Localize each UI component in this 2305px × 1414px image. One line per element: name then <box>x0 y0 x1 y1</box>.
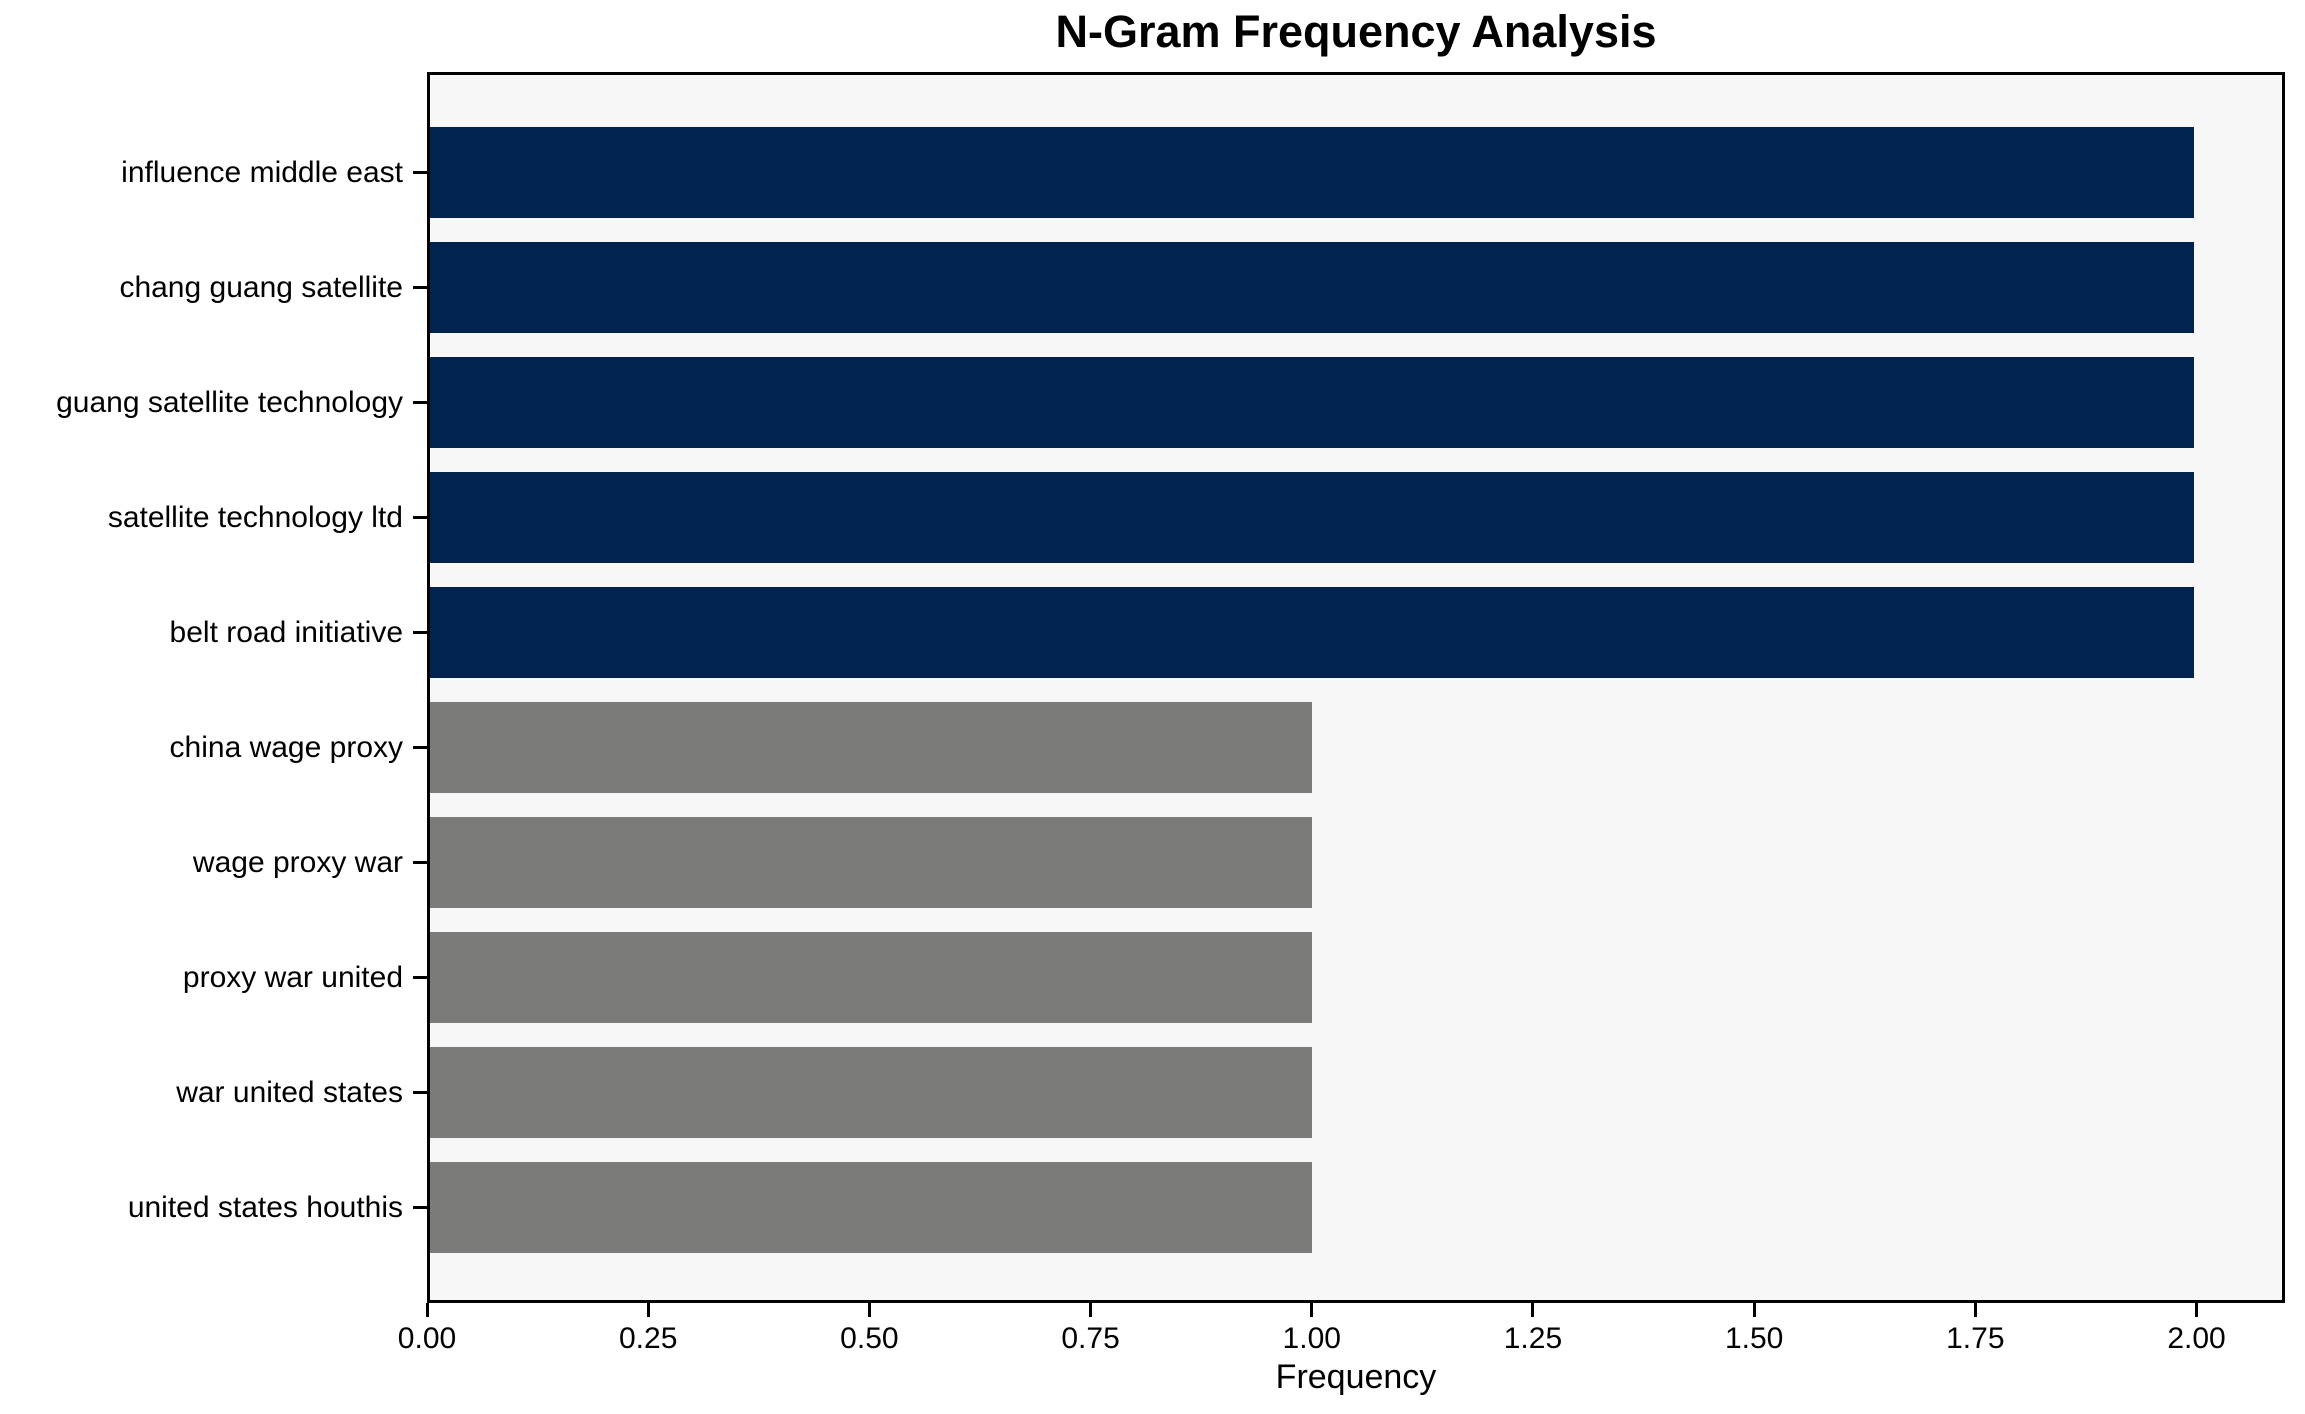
x-tick-mark <box>425 1303 429 1317</box>
y-tick-label: war united states <box>176 1075 403 1109</box>
x-tick-mark <box>1310 1303 1314 1317</box>
y-tick-label: wage proxy war <box>192 845 403 879</box>
bar <box>430 242 2194 333</box>
bar <box>430 357 2194 448</box>
y-tick-mark <box>413 401 427 404</box>
bar <box>430 1162 1312 1253</box>
x-tick-label: 0.75 <box>1061 1322 1120 1355</box>
x-tick-label: 1.75 <box>1946 1322 2005 1355</box>
x-tick-label: 1.00 <box>1282 1322 1341 1355</box>
x-tick-label: 0.50 <box>840 1322 899 1355</box>
x-tick-mark <box>1973 1303 1977 1317</box>
x-tick-label: 2.00 <box>2167 1322 2226 1355</box>
y-tick-label: proxy war united <box>182 960 403 994</box>
bar <box>430 127 2194 218</box>
bar <box>430 932 1312 1023</box>
y-tick-mark <box>413 516 427 519</box>
plot-area <box>427 72 2285 1303</box>
y-tick-label: satellite technology ltd <box>107 500 403 534</box>
y-tick-mark <box>413 1091 427 1094</box>
bar <box>430 1047 1312 1138</box>
y-tick-label: united states houthis <box>127 1190 403 1224</box>
x-tick-mark <box>1089 1303 1093 1317</box>
y-tick-mark <box>413 631 427 634</box>
x-tick-mark <box>646 1303 650 1317</box>
chart-title: N-Gram Frequency Analysis <box>1055 6 1657 57</box>
x-tick-label: 1.50 <box>1724 1322 1784 1355</box>
y-tick-mark <box>413 1206 427 1209</box>
bar <box>430 587 2194 678</box>
bar <box>430 702 1312 793</box>
y-tick-mark <box>413 286 427 289</box>
x-tick-mark <box>2195 1303 2199 1317</box>
y-tick-label: influence middle east <box>121 155 403 189</box>
y-tick-label: belt road initiative <box>169 615 403 649</box>
x-tick-mark <box>867 1303 871 1317</box>
y-tick-label: china wage proxy <box>169 730 403 764</box>
x-tick-label: 0.00 <box>397 1322 457 1355</box>
y-tick-mark <box>413 976 427 979</box>
y-tick-mark <box>413 746 427 749</box>
x-tick-label: 1.25 <box>1503 1322 1563 1355</box>
y-tick-label: chang guang satellite <box>119 270 403 304</box>
bar <box>430 472 2194 563</box>
y-tick-mark <box>413 861 427 864</box>
bar <box>430 817 1312 908</box>
x-tick-mark <box>1752 1303 1756 1317</box>
x-tick-label: 0.25 <box>618 1322 678 1355</box>
x-axis-title: Frequency <box>1275 1358 1437 1396</box>
y-tick-label: guang satellite technology <box>56 385 403 419</box>
y-tick-mark <box>413 171 427 174</box>
x-tick-mark <box>1531 1303 1535 1317</box>
